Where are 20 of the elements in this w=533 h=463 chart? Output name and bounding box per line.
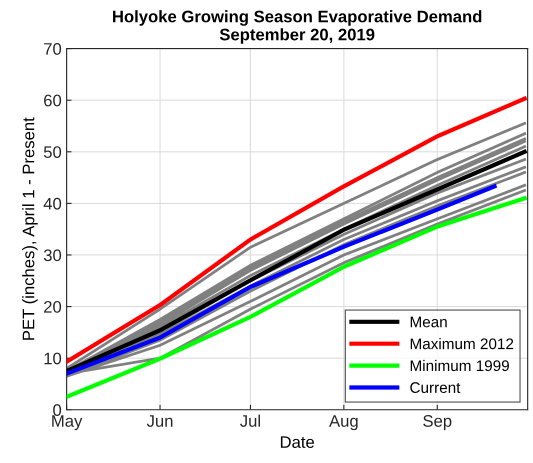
y-tick-label: 50: [44, 146, 62, 158]
x-tick-label: Sep: [423, 415, 452, 430]
x-tick-label: Jul: [240, 414, 260, 427]
y-axis-title: PET (inches), April 1 - Present: [22, 117, 38, 340]
y-tick-label: 30: [44, 249, 62, 262]
legend-label: Mean: [410, 316, 447, 328]
x-axis-title: Date: [280, 436, 314, 448]
y-tick-label: 20: [44, 300, 62, 313]
x-tick-label: Aug: [329, 415, 358, 430]
y-tick-label: 70: [44, 43, 62, 55]
y-tick-label: 0: [53, 404, 62, 416]
legend-label: Minimum 1999: [410, 360, 509, 372]
legend-label: Maximum 2012: [410, 338, 514, 350]
y-tick-label: 60: [44, 94, 62, 106]
x-tick-label: May: [52, 415, 82, 430]
x-tick-label: Jun: [146, 415, 172, 427]
chart-title: Holyoke Growing Season Evaporative Demand September 20, 2019: [113, 10, 482, 44]
y-tick-label: 10: [44, 352, 62, 364]
y-tick-label: 40: [44, 198, 62, 210]
legend-label: Current: [410, 382, 460, 393]
